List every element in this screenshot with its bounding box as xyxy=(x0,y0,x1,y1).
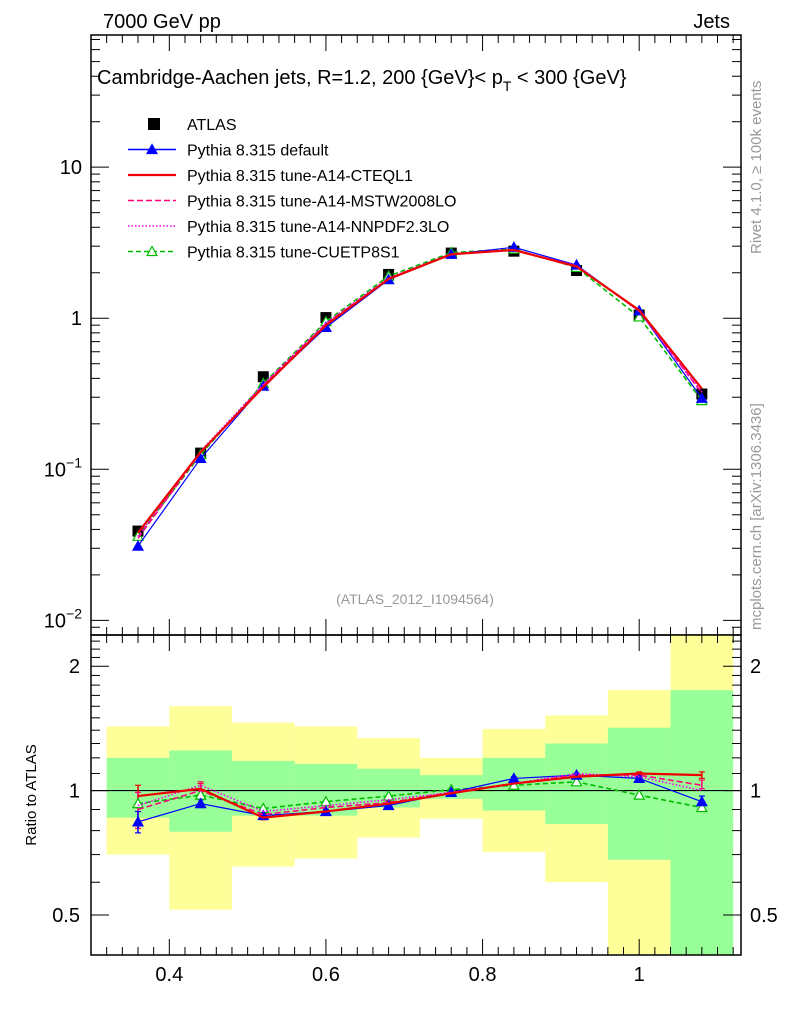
side-mcplots-label: mcplots.cern.ch [arXiv:1306.3436] xyxy=(748,403,765,630)
legend-label-cuetp: Pythia 8.315 tune-CUETP8S1 xyxy=(187,245,400,262)
legend-marker-atlas xyxy=(148,118,160,130)
main-ytick-label-mantissa: 10 xyxy=(44,459,66,481)
xtick-label: 0.8 xyxy=(469,964,497,986)
main-line-cuetp xyxy=(137,248,703,537)
main-series-group xyxy=(131,241,708,551)
ratio-marker-default xyxy=(695,795,708,807)
side-rivet-label: Rivet 4.1.0, ≥ 100k events xyxy=(748,81,765,254)
ratio-axes: 0.5 0.5 1 1 2 2 0.4 0.6 0.8 1 xyxy=(52,634,778,986)
ratio-marker-default xyxy=(382,799,395,811)
ratio-ytick-label-right: 2 xyxy=(750,656,761,678)
main-ytick-label-mantissa: 1 xyxy=(71,308,82,330)
chart-title-end: < 300 {GeV} xyxy=(511,67,626,89)
legend-marker-default xyxy=(145,143,159,155)
chart-title-main: Cambridge-Aachen jets, R=1.2, 200 {GeV}<… xyxy=(97,67,503,89)
main-marker-atlas xyxy=(257,371,269,383)
ratio-marker-default xyxy=(194,797,207,809)
main-marker-default xyxy=(695,392,708,403)
ratio-ylabel: Ratio to ATLAS xyxy=(23,744,40,845)
main-ytick-label-mantissa: 10 xyxy=(60,157,82,179)
main-ytick-label: 10−2 xyxy=(44,605,82,632)
legend-label-default: Pythia 8.315 default xyxy=(187,143,329,160)
ratio-ytick-label-right: 1 xyxy=(750,781,761,803)
legend-marker-cuetp xyxy=(145,245,159,257)
header-left: 7000 GeV pp xyxy=(103,11,221,33)
ratio-marker-cuetp xyxy=(633,788,646,800)
ratio-line-cteq xyxy=(137,772,702,819)
ratio-marker-cuetp xyxy=(131,797,145,809)
ratio-ytick-label: 2 xyxy=(69,656,80,678)
ratio-line-cuetp xyxy=(137,781,702,810)
chart-title-subscript: T xyxy=(503,78,512,94)
ratio-frame xyxy=(90,634,742,956)
ratio-marker-cuetp xyxy=(570,775,583,787)
xtick-label: 0.6 xyxy=(312,964,340,986)
main-marker-default xyxy=(507,241,520,252)
ratio-series-group xyxy=(131,768,708,834)
main-marker-cuetp xyxy=(633,310,646,322)
xtick-label: 1 xyxy=(634,964,645,986)
ratio-bands xyxy=(91,635,741,955)
chart-title: Cambridge-Aachen jets, R=1.2, 200 {GeV}<… xyxy=(97,67,627,94)
header-right: Jets xyxy=(693,11,730,33)
ratio-panel: 0.5 0.5 1 1 2 2 0.4 0.6 0.8 1 Ratio to ATLAS xyxy=(23,634,778,986)
chart-watermark: (ATLAS_2012_I1094564) xyxy=(336,591,494,607)
main-ytick-label: 10 xyxy=(60,157,82,179)
legend-label-nnpdf: Pythia 8.315 tune-A14-NNPDF2.3LO xyxy=(187,219,449,236)
legend: ATLAS Pythia 8.315 default Pythia 8.315 tu… xyxy=(128,117,456,262)
main-line-cteq xyxy=(137,248,703,534)
legend-label-mstw: Pythia 8.315 tune-A14-MSTW2008LO xyxy=(187,194,456,211)
ratio-ytick-label-right: 0.5 xyxy=(750,905,778,927)
ratio-band-green xyxy=(670,690,734,955)
ratio-ytick-label: 1 xyxy=(69,781,80,803)
main-ytick-label-exponent: −2 xyxy=(66,605,82,621)
main-ytick-label-mantissa: 10 xyxy=(44,610,66,632)
legend-label-cteq: Pythia 8.315 tune-A14-CTEQL1 xyxy=(187,168,413,185)
main-ytick-label-exponent: −1 xyxy=(66,454,82,470)
legend-label-atlas: ATLAS xyxy=(187,117,237,134)
ratio-marker-cuetp xyxy=(695,801,708,813)
main-marker-default xyxy=(131,539,145,551)
xtick-label: 0.4 xyxy=(155,964,183,986)
main-ytick-label: 1 xyxy=(71,308,82,330)
ratio-marker-default xyxy=(131,815,145,827)
ratio-ytick-label: 0.5 xyxy=(52,905,80,927)
main-ytick-label: 10−1 xyxy=(44,454,82,481)
main-marker-default xyxy=(194,452,207,464)
